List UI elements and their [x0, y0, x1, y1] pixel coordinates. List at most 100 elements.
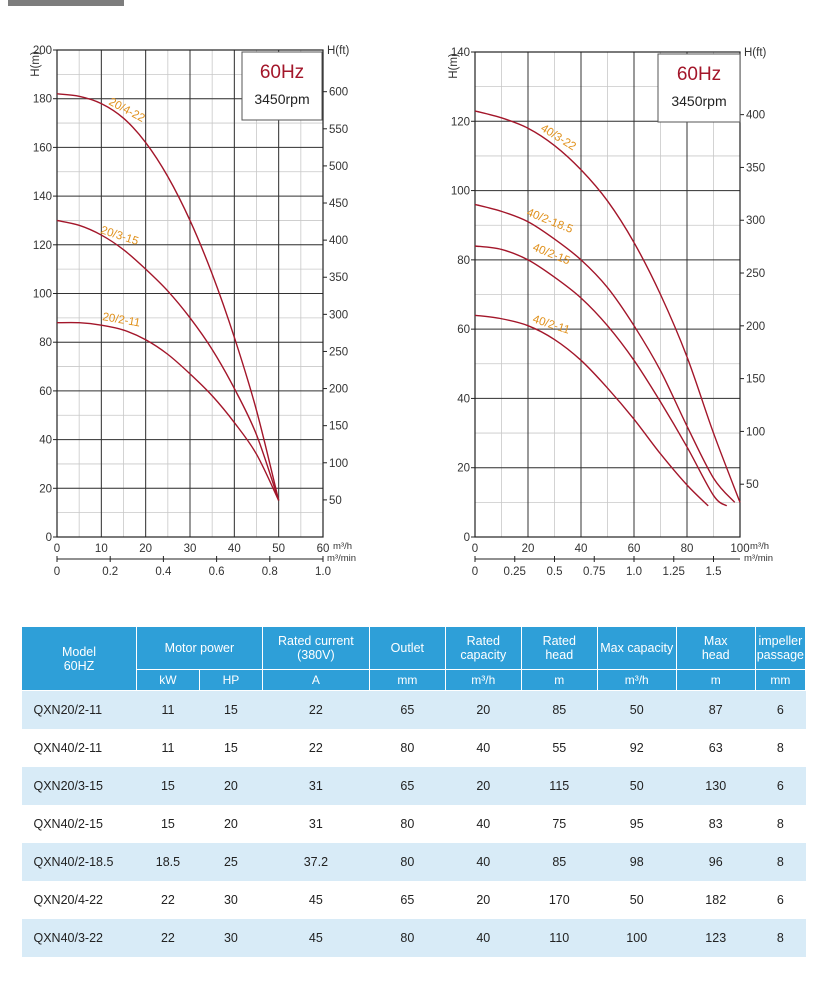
table-cell: 15 [199, 690, 263, 729]
y2-tick-label: 450 [329, 198, 348, 210]
x2-tick-label: 1.25 [663, 566, 685, 578]
curve-20-2-11 [56, 321, 280, 501]
table-cell: 40 [445, 919, 522, 957]
y-tick-label: 60 [457, 324, 470, 336]
grid [474, 51, 741, 538]
table-cell: 20 [445, 881, 522, 919]
header-rated-head: Rated head [520, 626, 598, 670]
curve-label: 40/2-11 [531, 313, 571, 336]
rpm-label: 3450rpm [671, 93, 726, 109]
x2-tick-label: 0.25 [504, 566, 526, 578]
y2-tick-label: 400 [329, 235, 348, 247]
table-cell: 80 [369, 919, 446, 957]
table-cell: 31 [262, 767, 370, 805]
rpm-label: 3450rpm [254, 91, 309, 107]
y-tick-label: 20 [457, 463, 470, 475]
x-tick-label: 50 [272, 543, 285, 555]
y-tick-label: 0 [46, 532, 52, 544]
x2-unit-label: m³/min [744, 553, 773, 564]
table-cell: 20 [445, 767, 522, 805]
table-cell: 50 [597, 690, 677, 729]
curve-20-3-15 [56, 219, 280, 501]
table-row: QXN40/2-18.5 18.5 25 37.2 80 40 85 98 96 8 [21, 843, 806, 881]
x2-unit-label: m³/min [327, 553, 356, 564]
curve-40-2-11 [474, 314, 709, 507]
unit-max-head: m [675, 669, 756, 691]
title-box [241, 51, 323, 121]
curve-40-2-18-5 [474, 203, 736, 503]
x2-tick-label: 0.8 [262, 566, 278, 578]
curve-40-3-22 [474, 110, 741, 503]
unit-outlet: mm [368, 669, 446, 691]
table-header-row: Model 60HZ Motor power Rated current (380V… [21, 626, 807, 691]
unit-kw: kW [135, 669, 200, 691]
x2-tick-label: 0.6 [209, 566, 225, 578]
table-cell: 170 [521, 881, 598, 919]
table-cell: 40 [445, 843, 522, 881]
table-row: QXN40/2-15 15 20 31 80 40 75 95 83 8 [21, 805, 806, 843]
table-row: QXN40/3-22 22 30 45 80 40 110 100 123 8 [21, 919, 806, 957]
table-cell: 55 [521, 729, 598, 767]
header-rated-capacity: Rated capacity [444, 626, 522, 670]
y2-tick-label: 200 [329, 384, 348, 396]
title-box [657, 53, 741, 123]
table-row: QXN20/4-22 22 30 45 65 20 170 50 182 6 [21, 881, 806, 919]
unit-current: A [261, 669, 370, 691]
y2-axis-title: H(ft) [744, 47, 767, 59]
table-cell: 96 [676, 843, 756, 881]
x2-tick-label: 1.0 [626, 566, 642, 578]
y2-axis-title: H(ft) [327, 45, 350, 57]
x2-tick-label: 1.0 [315, 566, 331, 578]
table-cell: 22 [262, 690, 370, 729]
freq-label: 60Hz [260, 62, 304, 83]
curve-40-2-15 [474, 245, 728, 507]
table-cell: 40 [445, 729, 522, 767]
table-cell: 22 [262, 729, 370, 767]
table-cell: 65 [369, 690, 446, 729]
y2-tick-label: 600 [329, 87, 348, 99]
x-tick-label: 100 [730, 543, 749, 555]
table-cell: 6 [755, 690, 806, 729]
y-tick-label: 40 [39, 435, 52, 447]
table-cell: 8 [755, 805, 806, 843]
header-rated-current: Rated current (380V) [261, 626, 370, 670]
y-tick-label: 40 [457, 393, 470, 405]
x-unit-label: m³/h [750, 541, 769, 552]
header-motor-power: Motor power [135, 626, 263, 670]
x-tick-label: 40 [575, 543, 588, 555]
x-tick-label: 20 [139, 543, 152, 555]
table-cell: 45 [262, 919, 370, 957]
freq-label: 60Hz [677, 64, 721, 85]
y2-tick-label: 300 [746, 215, 765, 227]
table-cell: 30 [199, 919, 263, 957]
x-tick-label: 30 [184, 543, 197, 555]
table-cell: 123 [676, 919, 756, 957]
x2-tick-label: 0.5 [547, 566, 563, 578]
table-row: QXN40/2-11 11 15 22 80 40 55 92 63 8 [21, 729, 806, 767]
table-cell: 15 [136, 767, 200, 805]
cell-model: QXN40/3-22 [21, 919, 137, 957]
table-cell: 130 [676, 767, 756, 805]
x-tick-label: 40 [228, 543, 241, 555]
y-tick-label: 60 [39, 386, 52, 398]
x-tick-label: 0 [54, 543, 60, 555]
header-max-capacity: Max capacity [596, 626, 677, 670]
table-cell: 83 [676, 805, 756, 843]
table-cell: 8 [755, 729, 806, 767]
table-cell: 63 [676, 729, 756, 767]
y-tick-label: 180 [33, 94, 52, 106]
y2-tick-label: 50 [329, 495, 342, 507]
x-tick-label: 60 [628, 543, 641, 555]
plot-frame [474, 51, 741, 538]
table-cell: 6 [755, 881, 806, 919]
y-tick-label: 160 [33, 142, 52, 154]
table-cell: 25 [199, 843, 263, 881]
cell-model: QXN20/2-11 [21, 690, 137, 729]
y2-tick-label: 350 [746, 162, 765, 174]
table-cell: 50 [597, 881, 677, 919]
header-impeller: impeller passage [754, 626, 807, 670]
table-cell: 37.2 [262, 843, 370, 881]
table-cell: 80 [369, 729, 446, 767]
y-tick-label: 20 [39, 483, 52, 495]
table-cell: 80 [369, 843, 446, 881]
